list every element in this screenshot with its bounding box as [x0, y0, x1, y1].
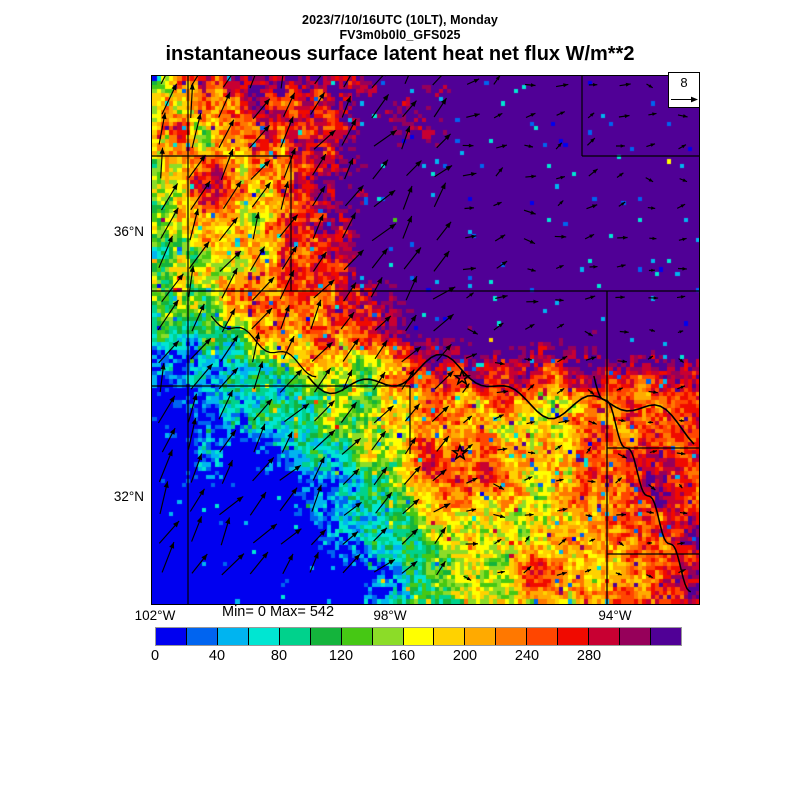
colorbar-segment	[651, 628, 681, 645]
latitude-tick-label: 32°N	[113, 489, 144, 504]
colorbar[interactable]	[155, 627, 682, 646]
colorbar-segment	[248, 628, 280, 645]
colorbar-segment	[341, 628, 373, 645]
wind-vector-legend: 8	[668, 72, 700, 108]
wind-vector-legend-label: 8	[680, 75, 688, 90]
colorbar-segment	[156, 628, 187, 645]
wind-vector-arrow-icon	[671, 96, 698, 103]
colorbar-segment	[496, 628, 528, 645]
page-title: instantaneous surface latent heat net fl…	[165, 43, 635, 65]
colorbar-segment	[620, 628, 651, 645]
longitude-tick-label: 94°W	[598, 608, 632, 623]
colorbar-segment	[434, 628, 466, 645]
header-timestamp: 2023/7/10/16UTC (10LT), Monday	[302, 13, 498, 27]
colorbar-tick-label: 0	[150, 648, 160, 664]
colorbar-tick-label: 240	[514, 648, 540, 664]
colorbar-tick-label: 80	[270, 648, 288, 664]
star-marker	[451, 443, 469, 461]
colorbar-segment	[279, 628, 311, 645]
colorbar-segment	[465, 628, 497, 645]
longitude-tick-label: 102°W	[134, 608, 176, 623]
colorbar-segment	[403, 628, 435, 645]
latitude-tick-label: 36°N	[113, 224, 144, 239]
colorbar-segment	[372, 628, 404, 645]
colorbar-tick-label: 40	[208, 648, 226, 664]
minmax-annotation: Min= 0 Max= 542	[222, 604, 335, 620]
colorbar-tick-label: 280	[576, 648, 602, 664]
colorbar-segment	[589, 628, 621, 645]
colorbar-segment	[217, 628, 249, 645]
colorbar-segment	[558, 628, 590, 645]
header-model-id: FV3m0b0l0_GFS025	[339, 28, 461, 42]
heatmap-raster	[152, 76, 699, 604]
colorbar-segment	[527, 628, 559, 645]
colorbar-tick-label: 120	[328, 648, 354, 664]
colorbar-segment	[310, 628, 342, 645]
colorbar-tick-label: 200	[452, 648, 478, 664]
star-marker	[453, 368, 471, 386]
colorbar-tick-label: 160	[390, 648, 416, 664]
colorbar-segment	[186, 628, 218, 645]
map-plot-area[interactable]	[151, 75, 700, 605]
map-overlay-layer	[152, 76, 699, 604]
longitude-tick-label: 98°W	[373, 608, 407, 623]
